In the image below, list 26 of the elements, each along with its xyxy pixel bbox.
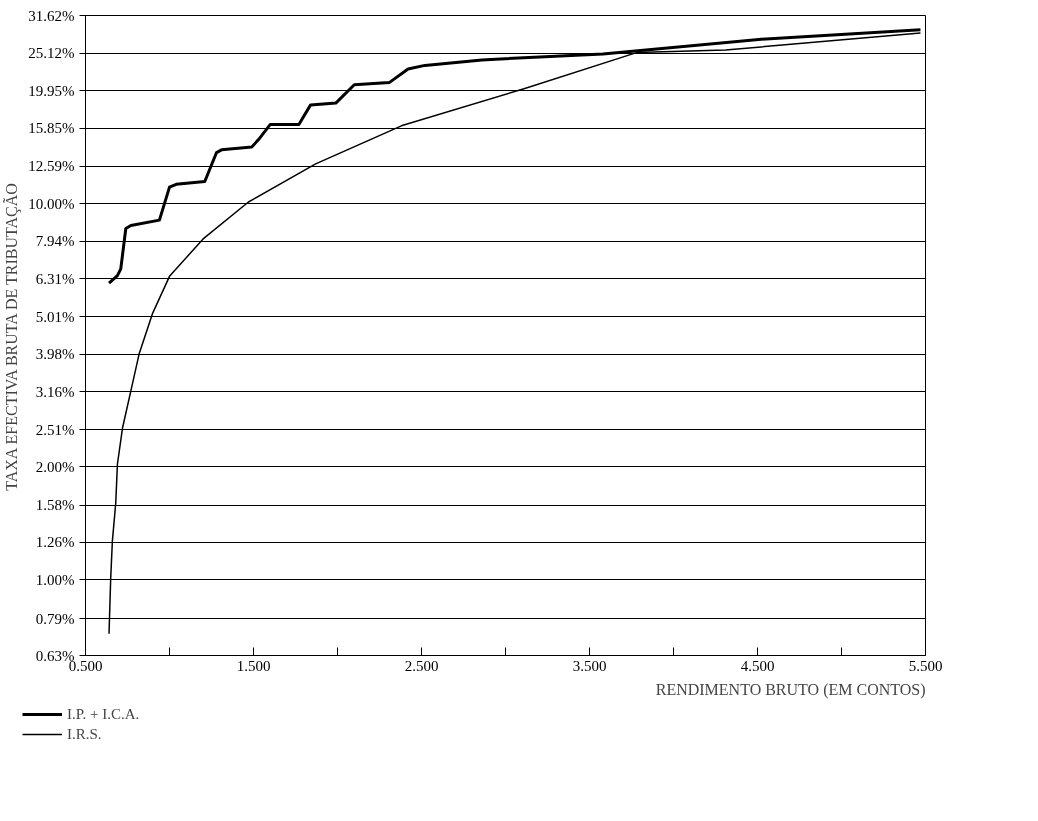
legend-label: I.P. + I.C.A.	[67, 705, 140, 723]
x-axis-title: RENDIMENTO BRUTO (EM CONTOS)	[655, 680, 926, 699]
x-tick-label: 1.500	[236, 657, 271, 674]
y-tick-label: 7.94%	[35, 233, 75, 250]
x-tick-label: 5.500	[908, 657, 943, 674]
y-tick-label: 31.62%	[28, 7, 75, 24]
y-axis-title: TAXA EFECTIVA BRUTA DE TRIBUTAÇÃO	[3, 183, 22, 491]
x-tick-label: 3.500	[572, 657, 607, 674]
legend-label: I.R.S.	[67, 725, 102, 743]
y-tick-label: 10.00%	[28, 195, 75, 212]
y-tick-label: 25.12%	[28, 45, 75, 62]
x-tick-label: 4.500	[740, 657, 775, 674]
y-tick-label: 3.16%	[35, 383, 75, 400]
y-tick-label: 1.00%	[35, 571, 75, 588]
y-tick-label: 1.58%	[35, 497, 75, 514]
y-tick-label: 1.26%	[35, 534, 75, 551]
y-tick-label: 6.31%	[35, 270, 75, 287]
y-tick-label: 0.79%	[35, 610, 75, 627]
y-tick-label: 3.98%	[35, 346, 75, 363]
y-tick-label: 19.95%	[28, 82, 75, 99]
x-tick-label: 2.500	[404, 657, 439, 674]
y-tick-label: 2.00%	[35, 458, 75, 475]
y-tick-label: 15.85%	[28, 120, 75, 137]
y-tick-label: 2.51%	[35, 421, 75, 438]
y-tick-label: 12.59%	[28, 158, 75, 175]
y-tick-label: 5.01%	[35, 308, 75, 325]
